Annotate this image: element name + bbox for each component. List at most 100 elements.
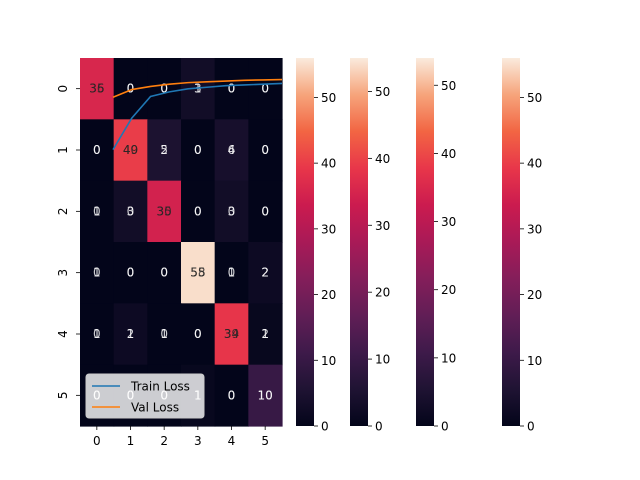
overlay-value-r2-c2: 30 <box>157 204 172 218</box>
cell-value-r4-c2: 0 <box>160 327 168 341</box>
heatmap-cell-r1-c1 <box>113 119 148 182</box>
heatmap-cell-r1-c2 <box>147 119 182 182</box>
cell-value-r4-c5: 1 <box>261 327 269 341</box>
colorbar-1-tick-label-2: 20 <box>375 286 390 300</box>
colorbar-2-tick-label-2: 20 <box>441 283 456 297</box>
y-tick-label-2: 2 <box>56 208 70 216</box>
colorbar-0-tick-label-1: 10 <box>321 354 336 368</box>
heatmap-cell-r3-c0 <box>80 242 115 304</box>
heatmap-cell-r1-c0 <box>80 119 115 182</box>
overlay-value-r4-c3: 0 <box>194 327 202 341</box>
heatmap-cell-r2-c1 <box>113 180 148 243</box>
heatmap-cell-r0-c4 <box>214 58 249 120</box>
overlay-value-r3-c4: 1 <box>228 266 236 280</box>
colorbar-1-tick-label-1: 10 <box>375 353 390 367</box>
heatmap-cell-r1-c3 <box>181 119 216 182</box>
cell-value-r3-c0: 0 <box>93 266 101 280</box>
x-tick-label-2: 2 <box>160 434 168 448</box>
legend: Train Loss Val Loss <box>85 373 205 419</box>
overlay-value-r5-c4: 0 <box>228 388 236 402</box>
colorbar-0-tick-label-2: 20 <box>321 288 336 302</box>
line-val-loss <box>112 78 282 98</box>
heatmap-cell-r2-c0 <box>80 180 115 243</box>
overlay-value-r1-c3: 0 <box>194 143 202 157</box>
y-tick-label-3: 3 <box>56 269 70 277</box>
cell-value-r2-c4: 3 <box>228 204 236 218</box>
y-tick-label-5: 5 <box>56 392 70 400</box>
heatmap-cell-r4-c1 <box>113 303 148 366</box>
x-tick-label-5: 5 <box>261 434 269 448</box>
overlay-value-r2-c4: 0 <box>228 204 236 218</box>
cell-value-r4-c3: 0 <box>194 327 202 341</box>
cell-value-r3-c2: 0 <box>160 266 168 280</box>
colorbar-3-tick-label-3: 30 <box>527 222 542 236</box>
heatmap-cell-r4-c2 <box>147 303 182 366</box>
cell-value-r0-c4: 0 <box>228 82 236 96</box>
x-tick-label-3: 3 <box>194 434 202 448</box>
cell-value-r3-c4: 0 <box>228 266 236 280</box>
cell-value-r0-c5: 0 <box>261 82 269 96</box>
heatmap-cell-r4-c3 <box>181 303 216 366</box>
overlay-value-r1-c0: 0 <box>93 143 101 157</box>
heatmap-cells <box>80 58 283 427</box>
heatmap-cell-r1-c5 <box>248 119 283 182</box>
cell-value-r1-c5: 0 <box>261 143 269 157</box>
y-tick-label-4: 4 <box>56 330 70 338</box>
overlay-value-r3-c3: 58 <box>190 266 205 280</box>
cell-value-r4-c1: 2 <box>127 327 135 341</box>
cell-value-r1-c4: 4 <box>228 143 236 157</box>
cell-value-r0-c2: 0 <box>160 82 168 96</box>
overlay-value-r0-c5: 0 <box>261 82 269 96</box>
cell-value-r5-c4: 0 <box>228 388 236 402</box>
overlay-value-r3-c2: 0 <box>160 266 168 280</box>
overlay-value-r2-c1: 0 <box>127 204 135 218</box>
colorbar-1-tick-label-5: 50 <box>375 85 390 99</box>
overlay-value-r2-c5: 0 <box>261 204 269 218</box>
heatmap-cell-r5-c4 <box>214 364 249 427</box>
y-tick-label-0: 0 <box>56 85 70 93</box>
cell-value-r4-c4: 39 <box>224 327 239 341</box>
heatmap-cell-r3-c3 <box>181 242 216 304</box>
overlay-value-r1-c5: 0 <box>261 143 269 157</box>
loss-lines <box>112 78 282 151</box>
colorbar-1-tick-label-0: 0 <box>375 420 383 434</box>
cell-value-r2-c3: 0 <box>194 204 202 218</box>
x-tick-label-0: 0 <box>93 434 101 448</box>
heatmap-cell-r4-c5 <box>248 303 283 366</box>
heatmap-cell-r3-c5 <box>248 242 283 304</box>
overlay-value-r4-c4: 34 <box>224 327 239 341</box>
cell-value-r3-c5: 2 <box>261 266 269 280</box>
overlay-value-r4-c0: 1 <box>93 327 101 341</box>
overlay-value-r0-c4: 0 <box>228 82 236 96</box>
cell-value-r2-c5: 0 <box>261 204 269 218</box>
cell-value-r2-c1: 3 <box>127 204 135 218</box>
colorbar-1-tick-label-4: 40 <box>375 152 390 166</box>
legend-label-1: Val Loss <box>131 401 179 415</box>
colorbar-3-tick-label-5: 50 <box>527 91 542 105</box>
colorbar-0 <box>296 58 314 426</box>
colorbar-2-tick-label-4: 40 <box>441 147 456 161</box>
heatmap-cell-r1-c4 <box>214 119 249 182</box>
overlay-value-r1-c4: 6 <box>228 143 236 157</box>
legend-label-0: Train Loss <box>130 380 190 394</box>
colorbar-2-tick-label-0: 0 <box>441 420 449 434</box>
overlay-value-r0-c0: 35 <box>89 82 104 96</box>
cell-value-r1-c0: 0 <box>93 143 101 157</box>
overlay-value-r5-c5: 10 <box>258 388 273 402</box>
cell-value-r1-c2: 5 <box>160 143 168 157</box>
colorbar-2-tick-label-5: 50 <box>441 79 456 93</box>
heatmap-cell-r3-c1 <box>113 242 148 304</box>
heatmap-cell-r2-c2 <box>147 180 182 243</box>
colorbar-2-tick-label-1: 10 <box>441 351 456 365</box>
cell-value-r0-c0: 36 <box>89 82 104 96</box>
cell-value-r1-c3: 0 <box>194 143 202 157</box>
colorbar-3-tick-label-4: 40 <box>527 157 542 171</box>
overlay-value-r1-c2: 2 <box>160 143 168 157</box>
line-train-loss <box>112 82 282 151</box>
overlay-value-r4-c2: 1 <box>160 327 168 341</box>
overlay-value-r3-c0: 1 <box>93 266 101 280</box>
heatmap-cell-r0-c1 <box>113 58 148 120</box>
heatmap-cell-r4-c0 <box>80 303 115 366</box>
